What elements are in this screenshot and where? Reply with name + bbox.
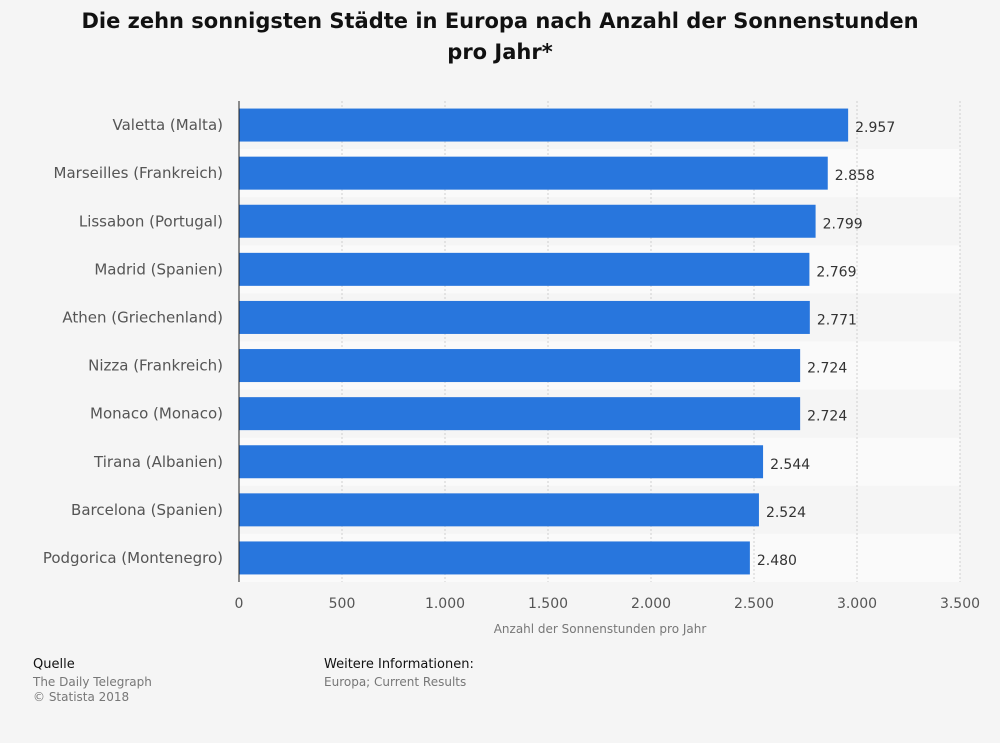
bar[interactable] xyxy=(239,204,816,238)
bar[interactable] xyxy=(239,156,828,190)
copyright-text[interactable]: © Statista 2018 xyxy=(33,690,130,704)
value-label: 2.724 xyxy=(807,409,847,425)
source-name[interactable]: The Daily Telegraph xyxy=(33,675,152,689)
category-label: Monaco (Monaco) xyxy=(90,405,223,423)
x-tick-label: 3.000 xyxy=(837,596,877,612)
category-label: Lissabon (Portugal) xyxy=(79,212,223,230)
category-label: Tirana (Albanien) xyxy=(93,453,223,471)
bar[interactable] xyxy=(239,108,849,142)
category-label: Valetta (Malta) xyxy=(113,116,224,134)
x-tick-label: 0 xyxy=(235,596,244,612)
x-tick-label: 2.500 xyxy=(734,596,774,612)
category-labels: Valetta (Malta) Marseilles (Frankreich) Li… xyxy=(43,116,223,567)
x-tick-labels: 0 500 1.000 1.500 2.000 2.500 3.000 3.500 xyxy=(235,596,981,612)
bar[interactable] xyxy=(239,397,801,431)
source-label: Quelle xyxy=(33,657,75,672)
category-label: Podgorica (Montenegro) xyxy=(43,549,223,567)
bar[interactable] xyxy=(239,445,764,479)
value-label: 2.769 xyxy=(816,264,856,280)
x-tick-label: 1.500 xyxy=(528,596,568,612)
x-tick-label: 2.000 xyxy=(631,596,671,612)
category-label: Nizza (Frankreich) xyxy=(88,357,223,375)
value-label: 2.771 xyxy=(817,312,857,328)
value-label: 2.524 xyxy=(766,505,806,521)
info-text: Europa; Current Results xyxy=(324,675,467,689)
value-labels: 2.957 2.858 2.799 2.769 2.771 2.724 2.724 2.544… xyxy=(757,120,895,569)
bar[interactable] xyxy=(239,300,810,334)
x-axis-label: Anzahl der Sonnenstunden pro Jahr xyxy=(494,622,707,636)
bar[interactable] xyxy=(239,349,801,383)
category-label: Marseilles (Frankreich) xyxy=(54,164,223,182)
info-label: Weitere Informationen: xyxy=(324,657,474,672)
x-tick-label: 3.500 xyxy=(940,596,980,612)
value-label: 2.858 xyxy=(835,168,875,184)
chart-title: Die zehn sonnigsten Städte in Europa nac… xyxy=(81,9,919,64)
value-label: 2.957 xyxy=(855,120,895,136)
value-label: 2.480 xyxy=(757,553,797,569)
value-label: 2.544 xyxy=(770,457,810,473)
category-label: Madrid (Spanien) xyxy=(94,260,223,278)
bar[interactable] xyxy=(239,252,810,286)
bar[interactable] xyxy=(239,541,750,575)
bars xyxy=(239,108,849,575)
value-label: 2.724 xyxy=(807,361,847,377)
x-tick-label: 500 xyxy=(329,596,356,612)
value-label: 2.799 xyxy=(823,216,863,232)
x-tick-label: 1.000 xyxy=(425,596,465,612)
bar[interactable] xyxy=(239,493,759,527)
category-label: Barcelona (Spanien) xyxy=(71,501,223,519)
category-label: Athen (Griechenland) xyxy=(62,308,223,326)
